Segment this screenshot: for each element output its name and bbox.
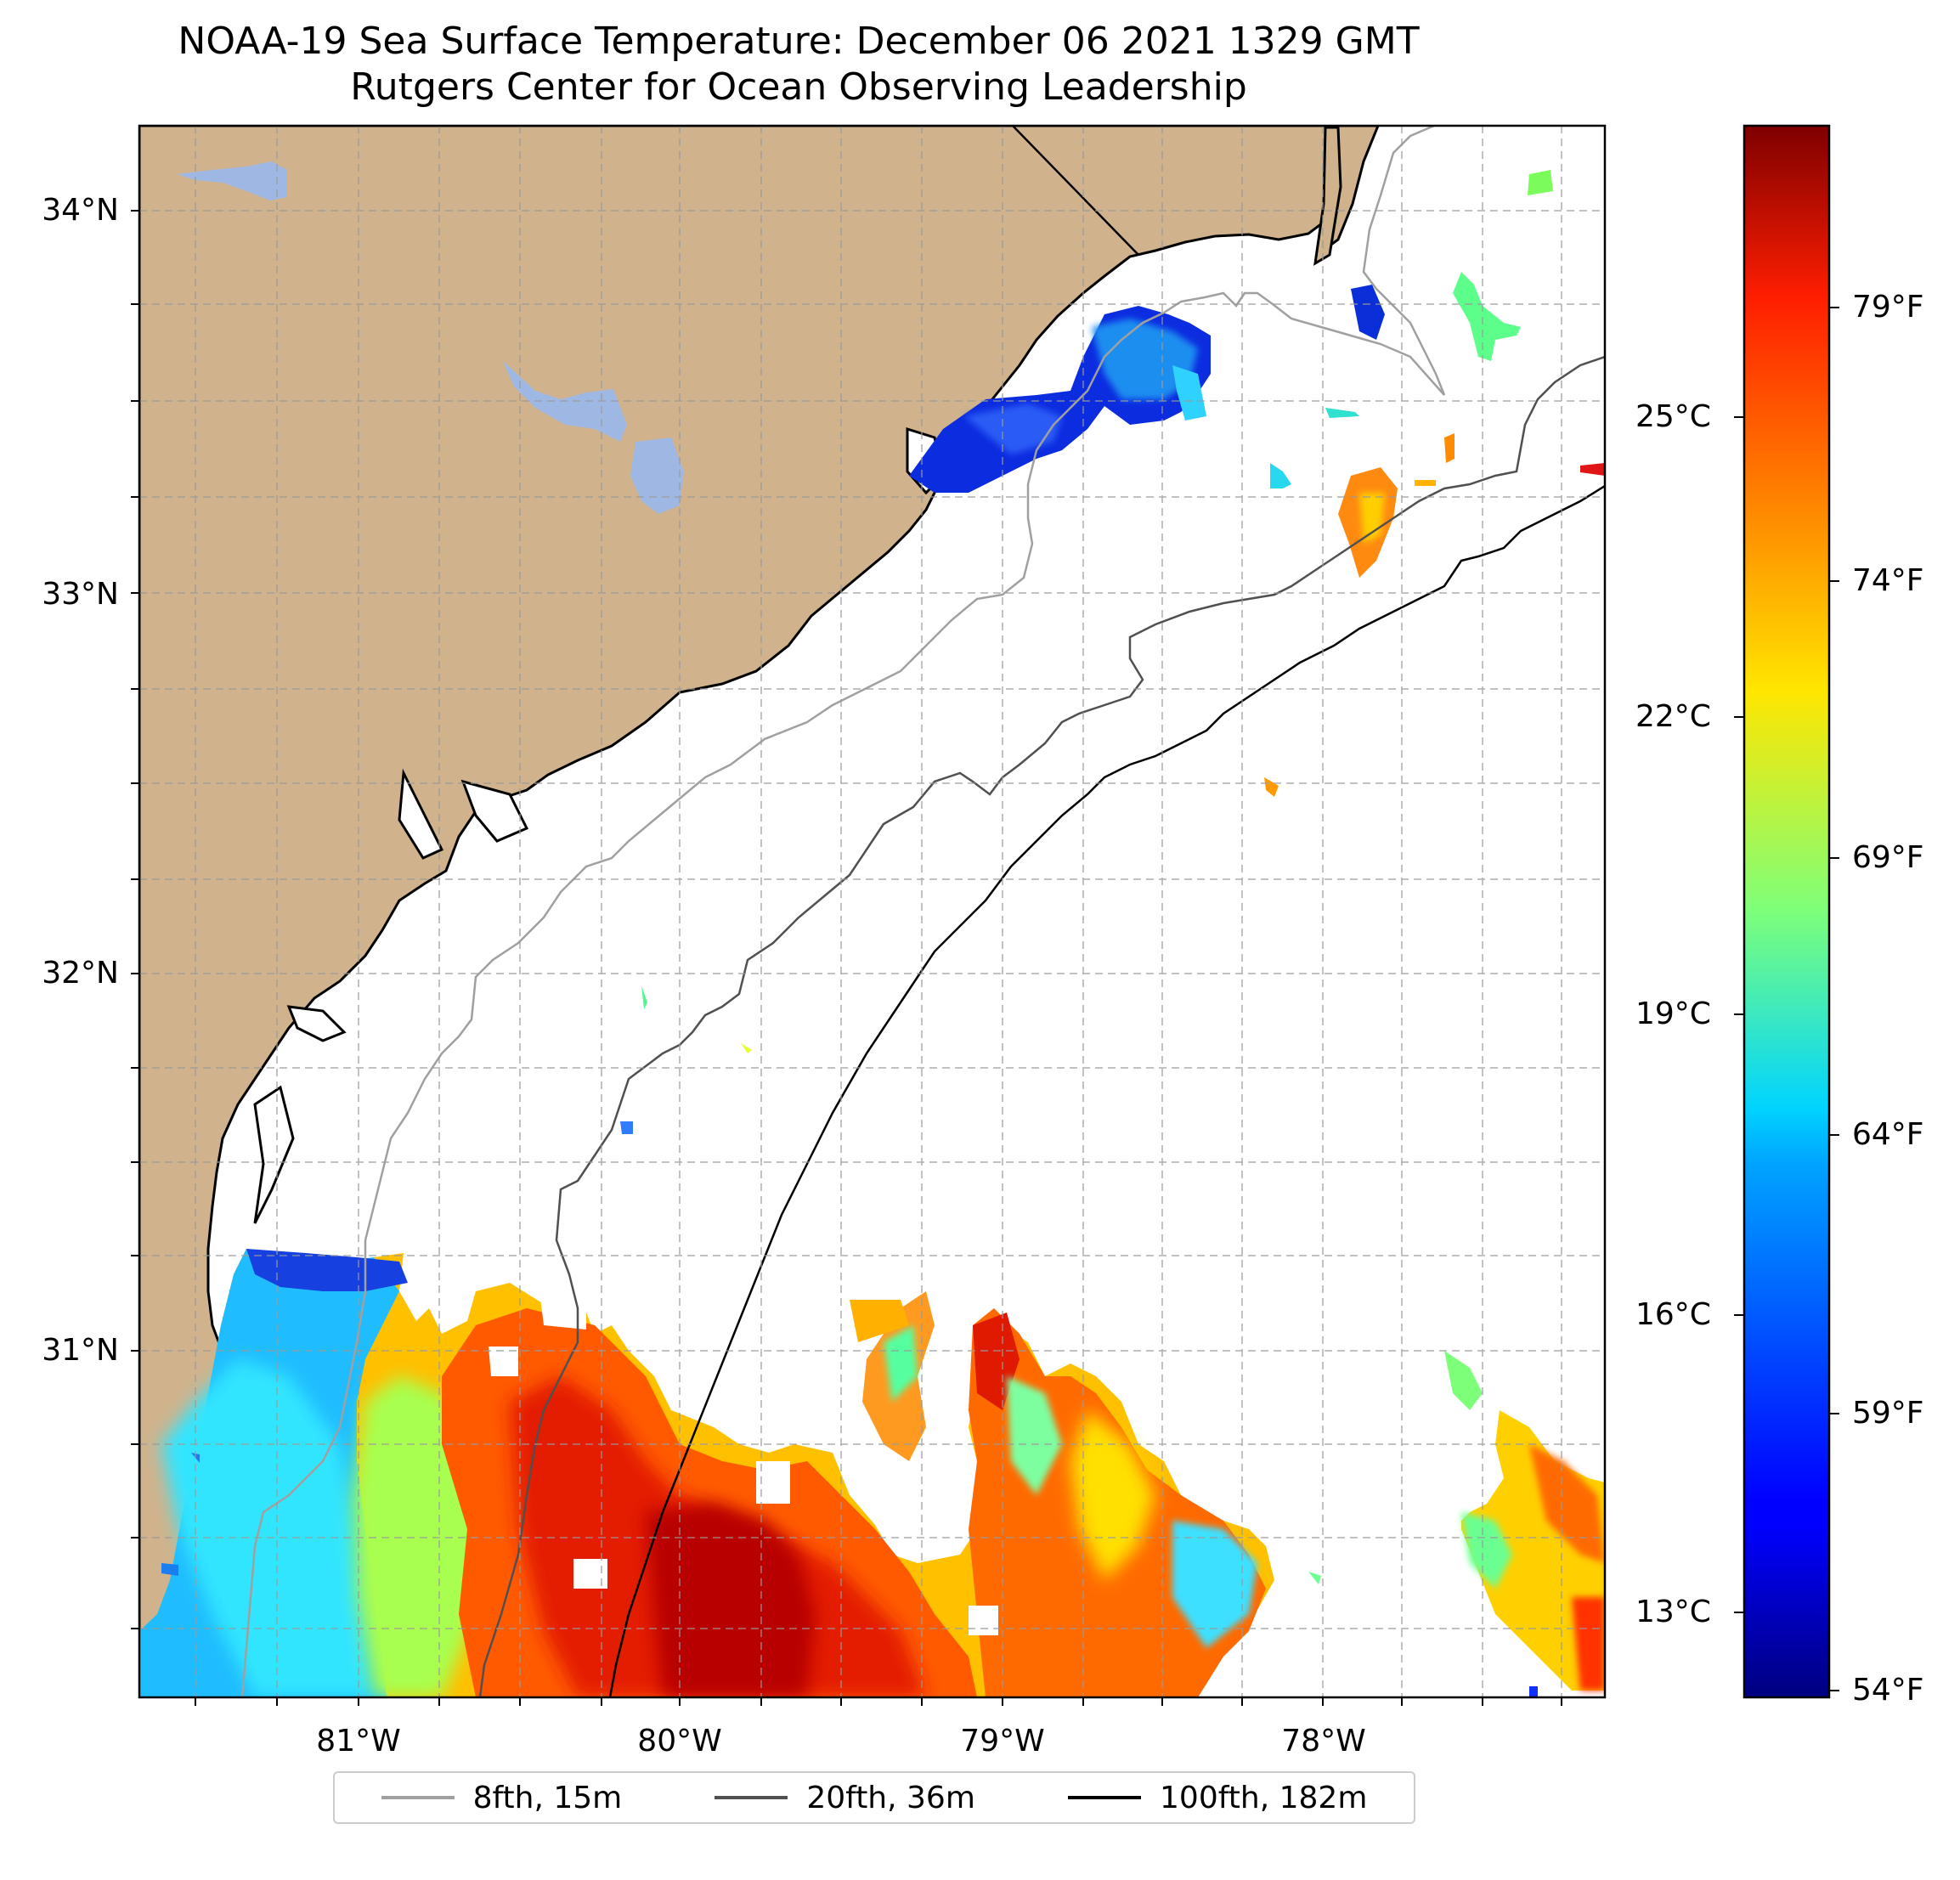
legend-swatch [381, 1796, 455, 1799]
cloud-gap [489, 1346, 518, 1376]
legend-item-20fth: 20fth, 36m [715, 1781, 975, 1815]
cloud-gap [573, 1559, 607, 1589]
chart-subtitle: Rutgers Center for Ocean Observing Leade… [350, 65, 1247, 109]
inlet [286, 1005, 347, 1042]
sst-south-patch [139, 1249, 1605, 1697]
lat-label-33: 33°N [42, 577, 119, 612]
legend-swatch [715, 1796, 788, 1799]
isobath-20fth [478, 355, 1605, 1697]
inlet [253, 1085, 295, 1224]
lake [630, 438, 684, 514]
island [1313, 126, 1342, 266]
axis-ticks [131, 210, 1562, 1706]
colorbar-fahrenheit-label: 59°F [1852, 1396, 1924, 1431]
state-border [1012, 126, 1139, 256]
colorbar-fahrenheit-label: 64°F [1852, 1117, 1924, 1152]
lon-label-78: 78°W [1281, 1724, 1366, 1759]
sst-speckle [161, 1563, 178, 1576]
cloud-gap [539, 1291, 586, 1330]
lake [177, 161, 287, 200]
lon-label-80: 80°W [637, 1724, 722, 1759]
land [139, 126, 1380, 1697]
legend-label: 20fth, 36m [806, 1780, 975, 1815]
colorbar-fahrenheit-label: 69°F [1852, 840, 1924, 875]
inlet [398, 768, 444, 860]
legend-label: 8fth, 15m [472, 1780, 623, 1815]
colorbar-fahrenheit-label: 54°F [1852, 1673, 1924, 1708]
colorbar-ticks [1734, 307, 1839, 1691]
legend-item-8fth: 8fth, 15m [381, 1780, 623, 1815]
colorbar-celsius-label: 22°C [1635, 699, 1711, 734]
cloud-gap [969, 1606, 998, 1635]
lat-label-31: 31°N [42, 1333, 119, 1368]
colorbar-celsius-label: 25°C [1635, 399, 1711, 434]
map-area [139, 126, 1605, 1697]
colorbar-celsius-label: 13°C [1635, 1595, 1711, 1629]
legend-swatch [1068, 1796, 1142, 1799]
colorbar-fahrenheit-label: 79°F [1852, 290, 1924, 325]
sst-north-patch [620, 170, 1605, 1134]
colorbar-fahrenheit-label: 74°F [1852, 563, 1924, 598]
inlet [460, 779, 529, 843]
cloud-gap [756, 1461, 790, 1504]
colorbar-celsius-label: 19°C [1635, 996, 1711, 1031]
lon-label-81: 81°W [316, 1724, 401, 1759]
colorbar [1743, 124, 1831, 1699]
isobath-legend: 8fth, 15m 20fth, 36m 100fth, 182m [333, 1771, 1415, 1824]
gridlines [139, 126, 1605, 1697]
map-frame [138, 124, 1607, 1699]
lat-label-32: 32°N [42, 956, 119, 991]
colorbar-celsius-label: 16°C [1635, 1297, 1711, 1332]
lon-label-79: 79°W [960, 1724, 1045, 1759]
isobath-8fth [240, 126, 1446, 1697]
lat-label-34: 34°N [42, 193, 119, 228]
legend-label: 100fth, 182m [1160, 1780, 1368, 1815]
legend-item-100fth: 100fth, 182m [1068, 1781, 1367, 1815]
chart-title: NOAA-19 Sea Surface Temperature: Decembe… [178, 20, 1420, 63]
